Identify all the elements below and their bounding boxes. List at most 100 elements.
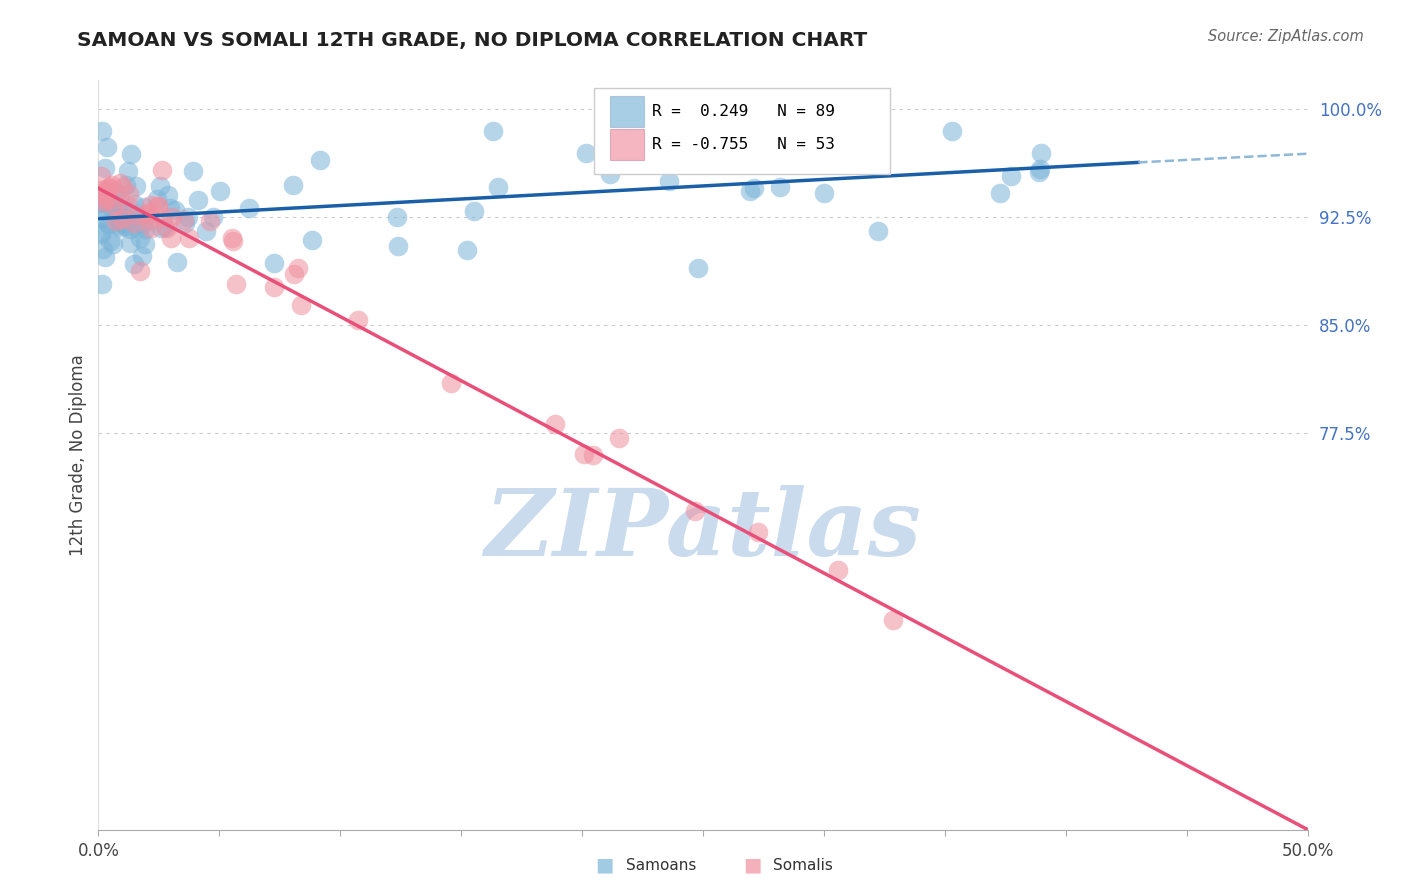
- Point: [129, 263, 152, 277]
- Point: [208, 185, 231, 199]
- Point: [160, 230, 183, 244]
- Point: [93, 250, 115, 264]
- Point: [127, 221, 149, 235]
- Point: [160, 210, 183, 224]
- Point: [195, 224, 218, 238]
- Point: [463, 203, 485, 218]
- Point: [582, 449, 605, 463]
- Point: [149, 179, 172, 194]
- Text: ■: ■: [595, 855, 614, 875]
- Point: [120, 147, 142, 161]
- Point: [122, 256, 145, 270]
- Point: [150, 163, 173, 178]
- Point: [159, 201, 181, 215]
- Point: [309, 153, 332, 167]
- Point: [115, 203, 138, 218]
- Point: [868, 224, 890, 238]
- Point: [238, 201, 260, 215]
- Point: [100, 195, 122, 210]
- Point: [96, 183, 118, 197]
- Point: [141, 198, 163, 212]
- Point: [114, 219, 136, 233]
- Text: Somalis: Somalis: [773, 858, 834, 872]
- Point: [110, 214, 132, 228]
- Point: [173, 213, 195, 227]
- Point: [111, 211, 134, 226]
- Point: [181, 164, 204, 178]
- Point: [107, 218, 129, 232]
- Point: [387, 239, 409, 253]
- Point: [118, 235, 141, 250]
- Point: [747, 524, 769, 539]
- Point: [683, 503, 706, 517]
- Point: [115, 197, 138, 211]
- Point: [96, 181, 118, 195]
- Point: [187, 193, 209, 207]
- Point: [94, 161, 117, 176]
- Point: [1031, 146, 1053, 161]
- Point: [90, 169, 112, 184]
- Point: [134, 237, 156, 252]
- Point: [153, 219, 176, 234]
- Point: [607, 431, 630, 445]
- Point: [599, 167, 621, 181]
- Point: [813, 186, 835, 200]
- Point: [486, 180, 509, 194]
- Point: [156, 221, 179, 235]
- Point: [103, 198, 125, 212]
- Point: [105, 200, 128, 214]
- FancyBboxPatch shape: [595, 87, 890, 174]
- Point: [98, 219, 121, 233]
- Point: [688, 260, 710, 275]
- Point: [152, 211, 174, 225]
- Point: [118, 187, 141, 202]
- Point: [132, 218, 155, 232]
- Point: [91, 277, 114, 292]
- Point: [90, 187, 112, 202]
- Point: [108, 176, 131, 190]
- Point: [90, 194, 112, 209]
- Point: [346, 312, 368, 326]
- Point: [94, 203, 117, 218]
- Point: [101, 178, 124, 192]
- Point: [456, 243, 478, 257]
- Point: [301, 233, 323, 247]
- Point: [1029, 162, 1052, 177]
- Point: [166, 255, 188, 269]
- Point: [93, 186, 115, 201]
- Point: [138, 205, 160, 219]
- Point: [707, 150, 730, 164]
- Point: [139, 221, 162, 235]
- Y-axis label: 12th Grade, No Diploma: 12th Grade, No Diploma: [69, 354, 87, 556]
- Point: [125, 179, 148, 194]
- Point: [122, 197, 145, 211]
- Text: R =  0.249   N = 89: R = 0.249 N = 89: [652, 104, 835, 120]
- Point: [287, 260, 309, 275]
- Point: [198, 214, 221, 228]
- Point: [90, 183, 112, 197]
- Point: [131, 248, 153, 262]
- Point: [290, 298, 312, 312]
- Point: [201, 210, 224, 224]
- Point: [221, 231, 243, 245]
- Point: [118, 222, 141, 236]
- Point: [90, 211, 112, 225]
- Point: [136, 206, 159, 220]
- Point: [658, 174, 681, 188]
- Text: SAMOAN VS SOMALI 12TH GRADE, NO DIPLOMA CORRELATION CHART: SAMOAN VS SOMALI 12TH GRADE, NO DIPLOMA …: [77, 31, 868, 50]
- Point: [941, 124, 963, 138]
- Point: [149, 220, 172, 235]
- Point: [134, 222, 156, 236]
- Point: [101, 201, 124, 215]
- Point: [129, 231, 152, 245]
- Point: [105, 201, 128, 215]
- Point: [283, 178, 305, 192]
- Point: [738, 184, 761, 198]
- Point: [572, 447, 595, 461]
- Text: ZIPatlas: ZIPatlas: [485, 485, 921, 574]
- Point: [96, 185, 118, 199]
- Point: [263, 255, 285, 269]
- Point: [93, 194, 115, 209]
- Point: [104, 185, 127, 199]
- Point: [111, 211, 134, 226]
